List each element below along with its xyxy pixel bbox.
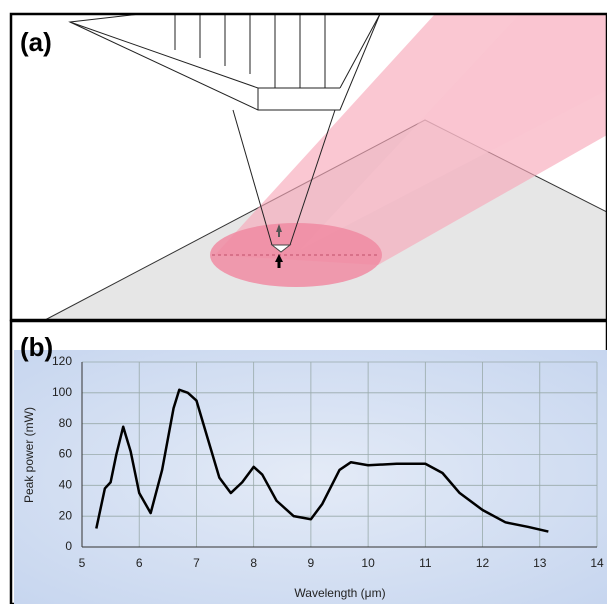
y-tick-label: 80 [59, 416, 73, 430]
x-tick-label: 14 [590, 556, 604, 570]
x-tick-label: 6 [136, 556, 143, 570]
x-tick-label: 10 [361, 556, 375, 570]
x-tick-label: 7 [193, 556, 200, 570]
illustration [9, 12, 607, 322]
y-tick-label: 0 [65, 539, 72, 553]
y-axis-label: Peak power (mW) [22, 407, 36, 503]
x-tick-label: 5 [79, 556, 86, 570]
y-tick-label: 120 [52, 354, 72, 368]
x-tick-label: 13 [533, 556, 547, 570]
y-tick-label: 60 [59, 447, 73, 461]
x-tick-label: 8 [250, 556, 257, 570]
y-tick-label: 40 [59, 478, 73, 492]
x-tick-label: 12 [476, 556, 490, 570]
data-line [95, 388, 549, 533]
x-axis-label: Wavelength (μm) [294, 586, 385, 600]
panel-label: (b) [20, 332, 53, 362]
y-tick-label: 100 [52, 385, 72, 399]
x-tick-label: 11 [419, 556, 432, 570]
x-tick-label: 9 [308, 556, 315, 570]
plot: 0 20 40 60 80 100 120 5 6 7 8 9 10 11 12 13 14 [52, 354, 604, 570]
panel-label: (a) [20, 27, 52, 57]
y-tick-label: 20 [59, 508, 73, 522]
